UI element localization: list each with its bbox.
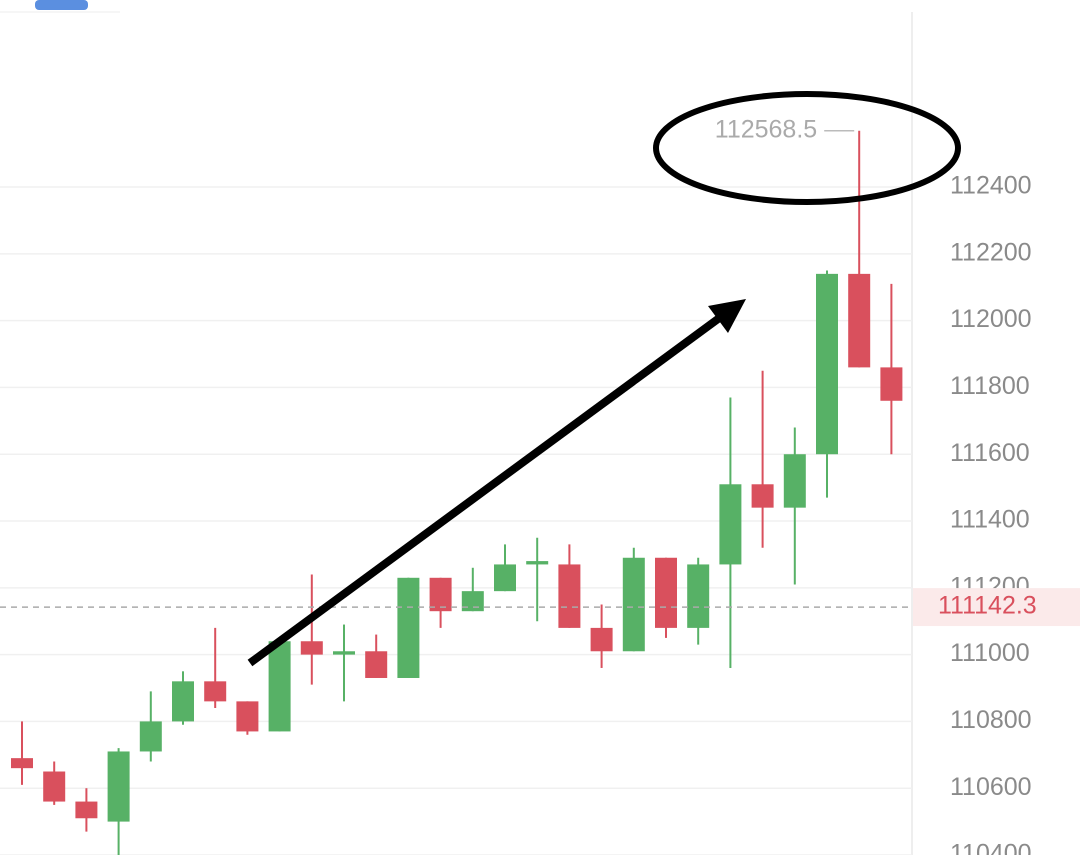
y-tick-label: 111600 <box>950 439 1030 467</box>
candles <box>11 130 903 855</box>
y-tick-label: 110600 <box>950 773 1032 801</box>
candle-body <box>43 771 66 802</box>
candle-body <box>526 561 549 565</box>
candle-body <box>655 557 677 628</box>
y-tick-label: 110800 <box>950 706 1032 734</box>
y-axis: 1104001106001108001110001112001114001116… <box>950 172 1032 855</box>
candle-body <box>300 641 323 655</box>
candle-body <box>204 681 227 702</box>
y-tick-label: 112000 <box>950 305 1032 333</box>
toolbar-button[interactable] <box>35 0 88 10</box>
highlight-ellipse <box>653 91 961 205</box>
y-tick-label: 112200 <box>950 238 1032 266</box>
candle-body <box>783 454 806 508</box>
high-label: 112568.5 <box>715 115 817 143</box>
candle-body <box>687 564 710 628</box>
trend-arrowhead <box>708 299 746 333</box>
candle-body <box>172 681 194 722</box>
candle-body <box>429 577 452 612</box>
candle-body <box>236 701 259 732</box>
candle-body <box>816 273 838 455</box>
trend-arrow <box>247 312 725 667</box>
y-tick-label: 111800 <box>950 372 1030 400</box>
last-price-label: 111142.3 <box>938 592 1037 620</box>
candle-body <box>11 758 33 769</box>
candle-body <box>848 273 871 368</box>
y-tick-label: 111000 <box>950 639 1030 667</box>
candle-body <box>461 591 484 612</box>
candle-body <box>751 484 774 508</box>
candle-body <box>75 801 98 819</box>
candle-body <box>719 484 742 565</box>
candle-body <box>268 641 291 732</box>
last-price-box <box>913 588 1080 627</box>
candle-body <box>590 627 613 652</box>
candle-body <box>880 367 903 401</box>
candle-body <box>622 557 645 652</box>
candle-body <box>397 577 420 678</box>
y-tick-label: 110400 <box>950 840 1032 855</box>
candle-body <box>107 751 130 822</box>
candle-body <box>558 564 581 628</box>
candle-body <box>494 564 516 592</box>
y-tick-label: 111400 <box>950 506 1030 534</box>
candle-body <box>365 651 388 678</box>
y-tick-label: 112400 <box>950 172 1032 200</box>
candle-body <box>333 651 355 655</box>
grid <box>0 186 912 855</box>
candle-body <box>139 721 162 752</box>
price-overlay: 112568.5 111142.3 <box>0 115 1080 627</box>
